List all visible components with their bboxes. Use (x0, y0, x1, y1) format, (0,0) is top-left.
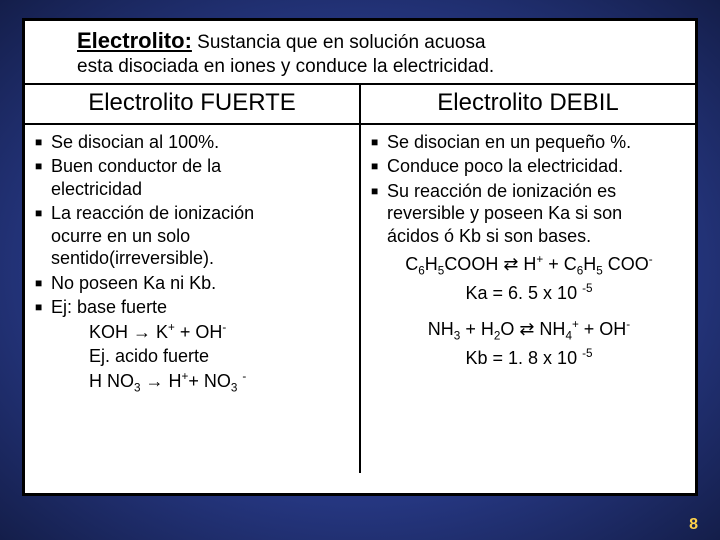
left-bullet-2: Buen conductor de la electricidad (35, 155, 351, 200)
table-body-row: Se disocian al 100%. Buen conductor de l… (25, 125, 695, 473)
header-left: Electrolito FUERTE (25, 85, 361, 123)
right-eq-2: NH3 + H2O ⇄ NH4+ + OH- (371, 318, 687, 341)
left-bullet-3: La reacción de ionización ocurre en un s… (35, 202, 351, 270)
right-bullet-2: Conduce poco la electricidad. (371, 155, 687, 178)
right-eq-1: C6H5COOH ⇄ H+ + C6H5 COO- (371, 253, 687, 276)
title-line2: esta disociada en iones y conduce la ele… (77, 56, 494, 77)
right-bullet-3: Su reacción de ionización es reversible … (371, 180, 687, 248)
page-number: 8 (689, 516, 698, 534)
cell-left: Se disocian al 100%. Buen conductor de l… (25, 125, 361, 473)
table-header-row: Electrolito FUERTE Electrolito DEBIL (25, 83, 695, 125)
left-ex-2: Ej. acido fuerte (35, 345, 351, 368)
title-rest1: Sustancia que en solución acuosa (192, 32, 486, 53)
left-bullet-5: Ej: base fuerte (35, 296, 351, 319)
header-right: Electrolito DEBIL (361, 85, 695, 123)
left-eq-1: KOH → K+ + OH- (35, 321, 351, 344)
left-eq-2: H NO3 → H++ NO3 - (35, 370, 351, 393)
right-bullet-1: Se disocian en un pequeño %. (371, 131, 687, 154)
cell-right: Se disocian en un pequeño %. Conduce poc… (361, 125, 695, 473)
right-ka: Ka = 6. 5 x 10 -5 (371, 282, 687, 305)
right-kb: Kb = 1. 8 x 10 -5 (371, 347, 687, 370)
title-lead: Electrolito: (77, 28, 192, 53)
content-box: Electrolito: Sustancia que en solución a… (22, 18, 698, 496)
left-bullet-1: Se disocian al 100%. (35, 131, 351, 154)
slide-title: Electrolito: Sustancia que en solución a… (25, 21, 695, 83)
left-bullet-4: No poseen Ka ni Kb. (35, 272, 351, 295)
